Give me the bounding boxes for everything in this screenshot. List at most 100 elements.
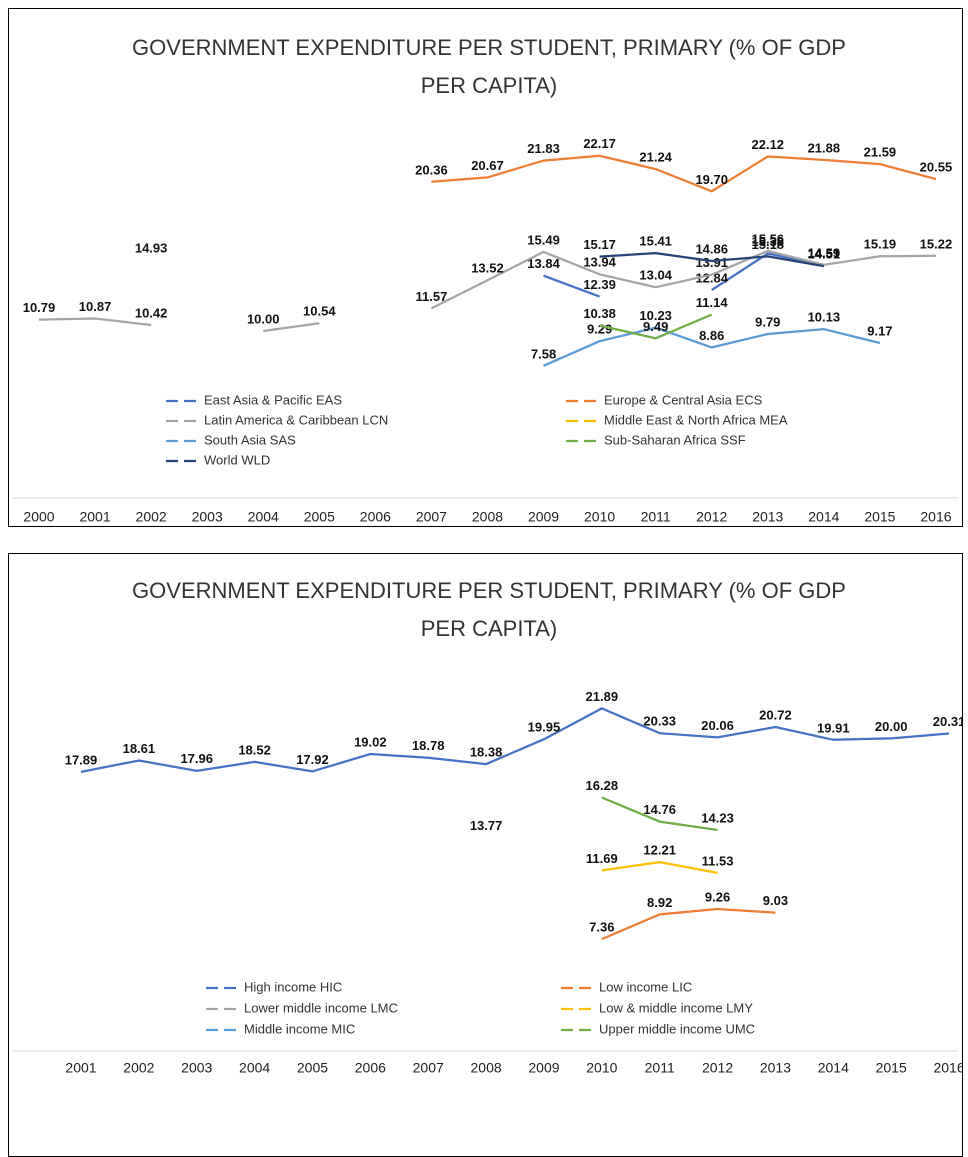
data-label: 9.49 <box>643 319 668 334</box>
data-label: 18.38 <box>470 745 503 760</box>
data-label: 12.84 <box>695 271 728 286</box>
x-tick-label: 2014 <box>808 509 839 525</box>
data-label: 10.13 <box>808 310 841 325</box>
series-line <box>601 907 776 941</box>
series-line <box>38 249 937 333</box>
x-tick-label: 2003 <box>181 1060 212 1076</box>
data-label: 13.04 <box>639 268 672 283</box>
x-tick-label: 2007 <box>416 509 447 525</box>
data-label: 22.17 <box>583 136 616 151</box>
data-label: 20.67 <box>471 158 504 173</box>
chart-title: GOVERNMENT EXPENDITURE PER STUDENT, PRIM… <box>132 578 846 641</box>
x-tick-label: 2012 <box>702 1060 733 1076</box>
x-tick-label: 2011 <box>645 1060 675 1076</box>
x-tick-label: 2008 <box>472 509 503 525</box>
data-label: 13.77 <box>470 818 503 833</box>
data-label: 21.88 <box>808 140 841 155</box>
x-tick-label: 2010 <box>586 1060 617 1076</box>
legend-label: South Asia SAS <box>204 432 296 447</box>
data-label: 10.54 <box>303 304 336 319</box>
data-label: 10.42 <box>135 305 168 320</box>
data-label: 20.55 <box>920 160 953 175</box>
legend-label: Latin America & Caribbean LCN <box>204 412 388 427</box>
data-label: 9.03 <box>763 893 788 908</box>
data-label: 20.00 <box>875 719 908 734</box>
data-label: 8.86 <box>699 328 724 343</box>
x-tick-label: 2005 <box>297 1060 328 1076</box>
data-label: 19.70 <box>695 172 728 187</box>
x-tick-label: 2009 <box>528 1060 559 1076</box>
data-label: 18.78 <box>412 738 445 753</box>
x-tick-label: 2004 <box>239 1060 270 1076</box>
legend-label: High income HIC <box>244 979 342 994</box>
chart: 2000 2001 2002 2003 2004 2005 2006 2007 2008 2009… <box>13 136 958 525</box>
x-tick-label: 2013 <box>752 509 783 525</box>
data-label: 17.89 <box>65 752 98 767</box>
x-tick-label: 2015 <box>864 509 895 525</box>
x-tick-label: 2010 <box>584 509 615 525</box>
data-label: 20.36 <box>415 162 448 177</box>
data-label: 15.22 <box>920 236 953 251</box>
series-line <box>431 154 937 193</box>
data-label: 8.92 <box>647 895 672 910</box>
data-label: 20.72 <box>759 707 792 722</box>
data-label: 21.89 <box>586 689 619 704</box>
series-line <box>80 707 950 774</box>
x-tick-label: 2006 <box>355 1060 386 1076</box>
data-label: 14.51 <box>808 246 841 261</box>
x-tick-label: 2014 <box>818 1060 849 1076</box>
x-tick-label: 2005 <box>304 509 335 525</box>
x-tick-label: 2007 <box>413 1060 444 1076</box>
data-label: 15.18 <box>752 237 785 252</box>
data-label: 15.49 <box>527 232 560 247</box>
data-label: 17.92 <box>296 752 329 767</box>
data-label: 14.86 <box>695 241 728 256</box>
legend-label: World WLD <box>204 452 270 467</box>
x-tick-label: 2002 <box>123 1060 154 1076</box>
data-label: 22.12 <box>752 137 785 152</box>
data-label: 14.59 <box>808 245 841 260</box>
x-tick-label: 2009 <box>528 509 559 525</box>
data-label: 21.83 <box>527 141 560 156</box>
legend-label: Lower middle income LMC <box>244 1000 398 1015</box>
data-label: 12.21 <box>643 843 676 858</box>
data-label: 9.17 <box>867 323 892 338</box>
data-label: 20.33 <box>643 714 676 729</box>
data-label: 9.26 <box>705 889 730 904</box>
x-tick-label: 2001 <box>65 1060 96 1076</box>
data-label: 14.93 <box>135 240 168 255</box>
data-label: 13.84 <box>527 256 560 271</box>
data-label: 12.39 <box>583 277 616 292</box>
data-label: 16.28 <box>586 778 619 793</box>
x-tick-label: 2004 <box>248 509 279 525</box>
x-tick-label: 2011 <box>641 509 671 525</box>
x-tick-label: 2002 <box>136 509 167 525</box>
data-label: 13.52 <box>471 261 504 276</box>
data-label: 21.59 <box>864 145 897 160</box>
data-label: 18.52 <box>238 742 271 757</box>
data-label: 19.02 <box>354 734 387 749</box>
data-label: 20.31 <box>933 714 962 729</box>
series-line <box>601 796 718 832</box>
data-label: 15.56 <box>752 231 785 246</box>
series-line <box>599 313 713 340</box>
legend-label: Middle income MIC <box>244 1021 355 1036</box>
data-label: 10.38 <box>583 306 616 321</box>
data-label: 17.96 <box>180 751 213 766</box>
data-label: 13.94 <box>583 255 616 270</box>
legend-label: Low & middle income LMY <box>599 1000 753 1015</box>
data-label: 10.23 <box>639 308 672 323</box>
data-label: 7.36 <box>589 920 614 935</box>
data-label: 14.23 <box>701 810 734 825</box>
x-tick-label: 2012 <box>696 509 727 525</box>
data-label: 15.38 <box>752 234 785 249</box>
data-label: 11.57 <box>416 289 448 304</box>
data-label: 14.59 <box>808 245 841 260</box>
chart-title: GOVERNMENT EXPENDITURE PER STUDENT, PRIM… <box>132 35 846 98</box>
x-tick-label: 2015 <box>876 1060 907 1076</box>
data-label: 18.61 <box>123 741 156 756</box>
data-label: 21.24 <box>639 150 672 165</box>
data-label: 9.29 <box>587 322 612 337</box>
data-label: 11.69 <box>586 851 618 866</box>
